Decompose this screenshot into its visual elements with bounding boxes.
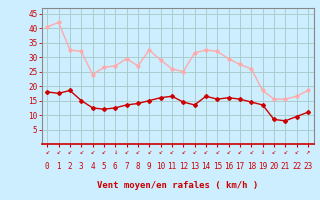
Text: 23: 23 (303, 162, 313, 171)
Text: ↙: ↙ (283, 148, 287, 154)
Text: 6: 6 (113, 162, 117, 171)
Text: 16: 16 (224, 162, 233, 171)
Text: 5: 5 (102, 162, 106, 171)
Text: 15: 15 (213, 162, 222, 171)
Text: ↙: ↙ (147, 148, 151, 154)
Text: 17: 17 (235, 162, 244, 171)
Text: ↙: ↙ (102, 148, 106, 154)
Text: 11: 11 (167, 162, 177, 171)
Text: 10: 10 (156, 162, 165, 171)
Text: 21: 21 (281, 162, 290, 171)
Text: ↙: ↙ (79, 148, 84, 154)
Text: ↙: ↙ (272, 148, 276, 154)
Text: 13: 13 (190, 162, 199, 171)
Text: ↙: ↙ (181, 148, 185, 154)
Text: 8: 8 (136, 162, 140, 171)
Text: ↙: ↙ (192, 148, 197, 154)
Text: ↙: ↙ (91, 148, 95, 154)
Text: ↙: ↙ (68, 148, 72, 154)
Text: 3: 3 (79, 162, 84, 171)
Text: ↙: ↙ (45, 148, 49, 154)
Text: 18: 18 (247, 162, 256, 171)
Text: ↙: ↙ (227, 148, 231, 154)
Text: 9: 9 (147, 162, 152, 171)
Text: ↓: ↓ (260, 148, 265, 154)
Text: 22: 22 (292, 162, 301, 171)
Text: 2: 2 (68, 162, 72, 171)
Text: 7: 7 (124, 162, 129, 171)
Text: ↙: ↙ (249, 148, 253, 154)
Text: 0: 0 (45, 162, 50, 171)
Text: ↙: ↙ (124, 148, 129, 154)
Text: ↙: ↙ (158, 148, 163, 154)
Text: 12: 12 (179, 162, 188, 171)
Text: Vent moyen/en rafales ( km/h ): Vent moyen/en rafales ( km/h ) (97, 182, 258, 190)
Text: ↙: ↙ (170, 148, 174, 154)
Text: ↓: ↓ (113, 148, 117, 154)
Text: 1: 1 (56, 162, 61, 171)
Text: ↙: ↙ (294, 148, 299, 154)
Text: ↙: ↙ (215, 148, 220, 154)
Text: ↙: ↙ (56, 148, 61, 154)
Text: ↙: ↙ (238, 148, 242, 154)
Text: ↙: ↙ (136, 148, 140, 154)
Text: ↙: ↙ (204, 148, 208, 154)
Text: ↗: ↗ (306, 148, 310, 154)
Text: 20: 20 (269, 162, 278, 171)
Text: 14: 14 (201, 162, 211, 171)
Text: 19: 19 (258, 162, 267, 171)
Text: 4: 4 (90, 162, 95, 171)
